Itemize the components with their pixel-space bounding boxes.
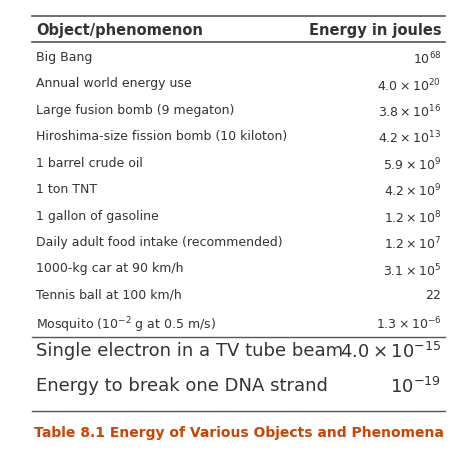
Text: $22$: $22$ bbox=[424, 289, 440, 302]
Text: 1000-kg car at 90 km/h: 1000-kg car at 90 km/h bbox=[36, 262, 183, 276]
Text: Annual world energy use: Annual world energy use bbox=[36, 77, 191, 90]
Text: Single electron in a TV tube beam: Single electron in a TV tube beam bbox=[36, 342, 342, 360]
Text: Mosquito $(10^{-2}$ g at 0.5 m/s$)$: Mosquito $(10^{-2}$ g at 0.5 m/s$)$ bbox=[36, 316, 215, 335]
Text: $3.8 \times 10^{16}$: $3.8 \times 10^{16}$ bbox=[377, 104, 440, 120]
Text: $10^{68}$: $10^{68}$ bbox=[412, 51, 440, 67]
Text: $4.2 \times 10^{9}$: $4.2 \times 10^{9}$ bbox=[383, 183, 440, 200]
Text: Object/phenomenon: Object/phenomenon bbox=[36, 23, 202, 38]
Text: $5.9 \times 10^{9}$: $5.9 \times 10^{9}$ bbox=[382, 157, 440, 173]
Text: $10^{-19}$: $10^{-19}$ bbox=[389, 377, 440, 397]
Text: Energy in joules: Energy in joules bbox=[308, 23, 440, 38]
Text: $3.1 \times 10^{5}$: $3.1 \times 10^{5}$ bbox=[382, 262, 440, 279]
Text: $1.2 \times 10^{7}$: $1.2 \times 10^{7}$ bbox=[383, 236, 440, 252]
Text: Table 8.1 Energy of Various Objects and Phenomena: Table 8.1 Energy of Various Objects and … bbox=[33, 426, 443, 440]
Text: $1.2 \times 10^{8}$: $1.2 \times 10^{8}$ bbox=[383, 209, 440, 226]
Text: $4.0 \times 10^{20}$: $4.0 \times 10^{20}$ bbox=[377, 77, 440, 94]
Text: $4.0 \times 10^{-15}$: $4.0 \times 10^{-15}$ bbox=[339, 342, 440, 362]
Text: 1 gallon of gasoline: 1 gallon of gasoline bbox=[36, 209, 158, 222]
Text: Tennis ball at 100 km/h: Tennis ball at 100 km/h bbox=[36, 289, 181, 302]
Text: Hiroshima-size fission bomb (10 kiloton): Hiroshima-size fission bomb (10 kiloton) bbox=[36, 130, 287, 143]
Text: $1.3 \times 10^{-6}$: $1.3 \times 10^{-6}$ bbox=[375, 316, 440, 332]
Text: $4.2 \times 10^{13}$: $4.2 \times 10^{13}$ bbox=[377, 130, 440, 147]
Text: Energy to break one DNA strand: Energy to break one DNA strand bbox=[36, 377, 327, 395]
Text: Daily adult food intake (recommended): Daily adult food intake (recommended) bbox=[36, 236, 282, 249]
Text: 1 ton TNT: 1 ton TNT bbox=[36, 183, 97, 196]
Text: 1 barrel crude oil: 1 barrel crude oil bbox=[36, 157, 142, 170]
Text: Large fusion bomb (9 megaton): Large fusion bomb (9 megaton) bbox=[36, 104, 234, 117]
Text: Big Bang: Big Bang bbox=[36, 51, 92, 64]
